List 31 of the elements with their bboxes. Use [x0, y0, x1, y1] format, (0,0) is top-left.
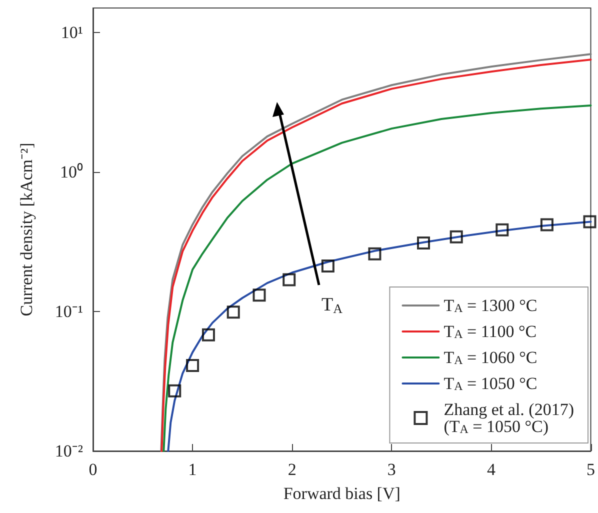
x-tick-label: 1 — [188, 460, 197, 479]
legend-label: TA = 1300 °C — [444, 296, 538, 315]
y-tick-label: 10⁻² — [54, 442, 83, 460]
point — [417, 236, 430, 250]
point — [321, 260, 334, 273]
legend-label: TA = 1050 °C — [444, 374, 538, 393]
point — [168, 384, 182, 398]
x-tick-label: 5 — [586, 460, 595, 479]
point — [252, 288, 266, 302]
point — [202, 328, 215, 342]
point — [496, 223, 509, 236]
point — [368, 247, 382, 260]
point — [282, 273, 296, 286]
x-axis-title: Forward bias [V] — [283, 484, 400, 503]
y-tick-label: 10⁻¹ — [54, 302, 83, 322]
point — [583, 215, 596, 228]
legend-label: TA = 1060 °C — [444, 348, 538, 367]
x-tick-label: 3 — [387, 460, 396, 479]
x-tick-label: 0 — [88, 460, 98, 479]
point — [226, 306, 240, 319]
legend-label: Zhang et al. (2017) (TA = 1050 °C) — [444, 400, 574, 436]
x-tick-label: 4 — [486, 460, 496, 479]
point — [450, 230, 463, 244]
legend-label: TA = 1100 °C — [444, 322, 537, 341]
y-tick-label: 10⁰ — [60, 162, 83, 182]
point — [540, 218, 554, 232]
y-axis-title: Current density [kAcm⁻²] — [17, 142, 36, 316]
y-tick-label: 10¹ — [60, 23, 83, 42]
point — [186, 359, 200, 372]
annotation: TA — [322, 294, 344, 316]
x-tick-label: 2 — [288, 460, 296, 479]
